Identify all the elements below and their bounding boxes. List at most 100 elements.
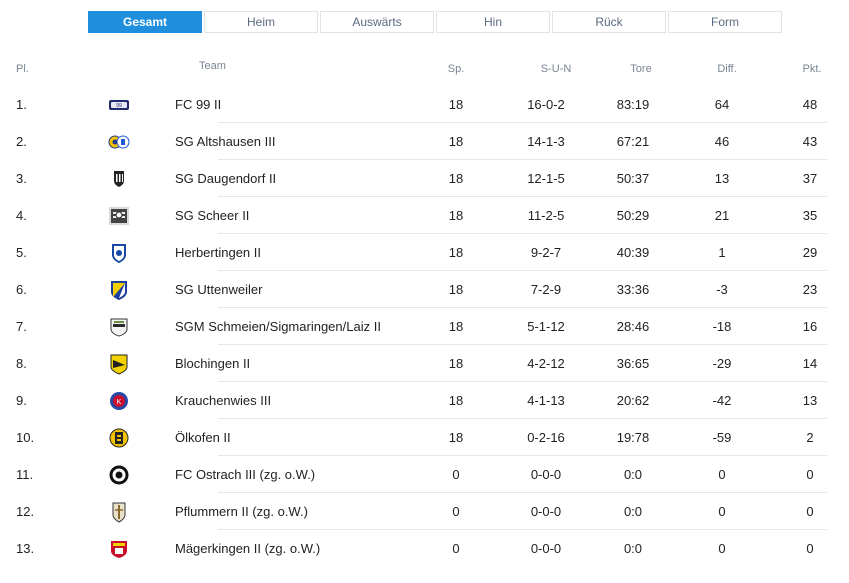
team-name[interactable]: SG Altshausen III	[175, 134, 276, 149]
table-row[interactable]: 13. Mägerkingen II (zg. o.W.) 0 0-0-0 0:0 0 0	[0, 530, 849, 567]
table-row[interactable]: 10. Ölkofen II 18 0-2-16 19:78 -59 2	[0, 419, 849, 456]
table-row[interactable]: 8. Blochingen II 18 4-2-12 36:65 -29 14	[0, 345, 849, 382]
games-played-cell: 18	[448, 282, 464, 297]
table-row[interactable]: 1. 99 FC 99 II 18 16-0-2 83:19 64 48	[0, 86, 849, 123]
win-draw-loss-cell: 0-0-0	[530, 504, 562, 519]
tab-gesamt[interactable]: Gesamt	[88, 11, 202, 33]
games-played-cell: 18	[448, 356, 464, 371]
rank-cell: 7.	[16, 319, 27, 334]
svg-text:K: K	[117, 399, 122, 406]
sg-scheer-crest-icon	[108, 205, 130, 227]
games-played-cell: 18	[448, 430, 464, 445]
team-logo-cell	[107, 345, 131, 382]
team-logo-cell: K	[107, 382, 131, 419]
goals-cell: 33:36	[616, 282, 650, 297]
sg-uttenweiler-crest-icon	[108, 279, 130, 301]
goal-difference-cell: 46	[714, 134, 730, 149]
tab-auswaerts[interactable]: Auswärts	[320, 11, 434, 33]
goals-cell: 83:19	[616, 97, 650, 112]
team-name[interactable]: FC 99 II	[175, 97, 222, 112]
table-row[interactable]: 6. SG Uttenweiler 18 7-2-9 33:36 -3 23	[0, 271, 849, 308]
blochingen-crest-icon	[108, 353, 130, 375]
team-name[interactable]: Blochingen II	[175, 356, 251, 371]
pflummern-crest-icon	[108, 501, 130, 523]
table-row[interactable]: 9. K Krauchenwies III 18 4-1-13 20:62 -42 13	[0, 382, 849, 419]
games-played-cell: 18	[448, 134, 464, 149]
rank-cell: 8.	[16, 356, 27, 371]
team-name[interactable]: Ölkofen II	[175, 430, 231, 445]
rank-cell: 2.	[16, 134, 27, 149]
goal-difference-cell: -3	[716, 282, 728, 297]
header-pl: Pl.	[16, 63, 29, 75]
goals-cell: 40:39	[616, 245, 650, 260]
team-logo-cell	[107, 456, 131, 493]
goal-difference-cell: -59	[712, 430, 732, 445]
tab-heim[interactable]: Heim	[204, 11, 318, 33]
win-draw-loss-cell: 7-2-9	[530, 282, 562, 297]
points-cell: 16	[802, 319, 818, 334]
team-logo-cell	[107, 123, 131, 160]
win-draw-loss-cell: 0-0-0	[530, 467, 562, 482]
win-draw-loss-cell: 16-0-2	[527, 97, 565, 112]
tab-form[interactable]: Form	[668, 11, 782, 33]
table-row[interactable]: 12. Pflummern II (zg. o.W.) 0 0-0-0 0:0 0 0	[0, 493, 849, 530]
team-logo-cell	[107, 234, 131, 271]
games-played-cell: 18	[448, 97, 464, 112]
tab-rueck[interactable]: Rück	[552, 11, 666, 33]
team-name[interactable]: Mägerkingen II (zg. o.W.)	[175, 541, 321, 556]
table-row[interactable]: 3. SG Daugendorf II 18 12-1-5 50:37 13 37	[0, 160, 849, 197]
points-cell: 0	[806, 504, 814, 519]
sg-daugendorf-crest-icon	[108, 168, 130, 190]
team-logo-cell	[107, 493, 131, 530]
table-header: Pl. Team Sp. S-U-N Tore Diff. Pkt.	[0, 60, 849, 81]
header-pkt: Pkt.	[802, 63, 822, 75]
rank-cell: 9.	[16, 393, 27, 408]
fc-ostrach-crest-icon	[108, 464, 130, 486]
win-draw-loss-cell: 4-1-13	[527, 393, 565, 408]
games-played-cell: 18	[448, 245, 464, 260]
games-played-cell: 0	[452, 504, 460, 519]
goals-cell: 0:0	[623, 541, 643, 556]
games-played-cell: 18	[448, 171, 464, 186]
team-name[interactable]: SG Daugendorf II	[175, 171, 277, 186]
goal-difference-cell: 21	[714, 208, 730, 223]
team-name[interactable]: SG Scheer II	[175, 208, 250, 223]
rank-cell: 6.	[16, 282, 27, 297]
win-draw-loss-cell: 12-1-5	[527, 171, 565, 186]
points-cell: 14	[802, 356, 818, 371]
team-name[interactable]: FC Ostrach III (zg. o.W.)	[175, 467, 316, 482]
standings-table: 1. 99 FC 99 II 18 16-0-2 83:19 64 48 2. SG Altsha…	[0, 86, 849, 567]
goal-difference-cell: 0	[718, 467, 726, 482]
points-cell: 0	[806, 541, 814, 556]
win-draw-loss-cell: 4-2-12	[527, 356, 565, 371]
team-logo-cell	[107, 308, 131, 345]
team-logo-cell	[107, 419, 131, 456]
team-name[interactable]: SG Uttenweiler	[175, 282, 263, 297]
goal-difference-cell: 0	[718, 541, 726, 556]
team-logo-cell	[107, 271, 131, 308]
team-name[interactable]: Pflummern II (zg. o.W.)	[175, 504, 308, 519]
goal-difference-cell: -18	[712, 319, 732, 334]
team-name[interactable]: Krauchenwies III	[175, 393, 272, 408]
rank-cell: 1.	[16, 97, 27, 112]
points-cell: 0	[806, 467, 814, 482]
games-played-cell: 18	[448, 319, 464, 334]
table-row[interactable]: 7. SGM Schmeien/Sigmaringen/Laiz II 18 5-1-…	[0, 308, 849, 345]
points-cell: 35	[802, 208, 818, 223]
krauchenwies-crest-icon: K	[108, 390, 130, 412]
table-row[interactable]: 4. SG Scheer II 18 11-2-5 50:29 21 35	[0, 197, 849, 234]
rank-cell: 10.	[16, 430, 35, 445]
rank-cell: 4.	[16, 208, 27, 223]
team-name[interactable]: Herbertingen II	[175, 245, 261, 260]
tab-hin[interactable]: Hin	[436, 11, 550, 33]
table-row[interactable]: 5. Herbertingen II 18 9-2-7 40:39 1 29	[0, 234, 849, 271]
points-cell: 13	[802, 393, 818, 408]
table-view-tabs: Gesamt Heim Auswärts Hin Rück Form	[88, 11, 784, 33]
header-team: Team	[199, 60, 226, 72]
table-row[interactable]: 11. FC Ostrach III (zg. o.W.) 0 0-0-0 0:0 0 0	[0, 456, 849, 493]
points-cell: 2	[806, 430, 814, 445]
win-draw-loss-cell: 14-1-3	[527, 134, 565, 149]
table-row[interactable]: 2. SG Altshausen III 18 14-1-3 67:21 46 43	[0, 123, 849, 160]
team-name[interactable]: SGM Schmeien/Sigmaringen/Laiz II	[175, 319, 381, 334]
herbertingen-crest-icon	[108, 242, 130, 264]
